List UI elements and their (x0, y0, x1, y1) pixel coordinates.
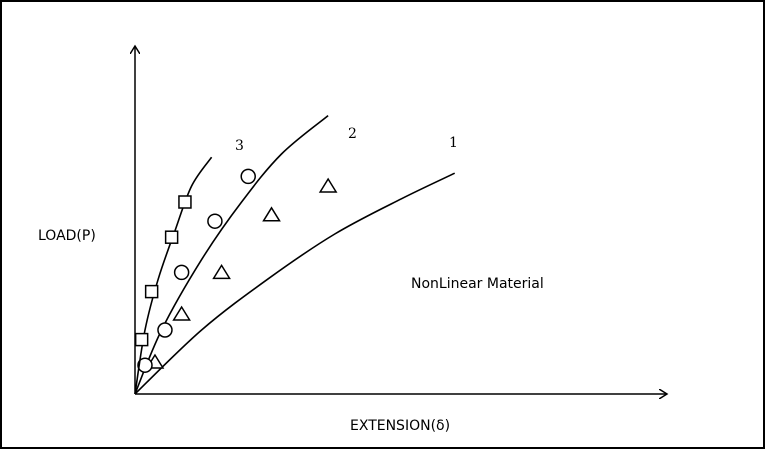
series-2-point-1 (157, 322, 173, 338)
series-1-point-1 (172, 305, 191, 321)
series-1 (134, 172, 456, 395)
curve-label-2: 2 (348, 126, 357, 142)
series-3-point-1 (144, 284, 159, 299)
series-3-point-0 (134, 332, 149, 347)
series-1-point-2 (212, 263, 231, 280)
series-1-point-4 (318, 177, 338, 193)
annotation-text: NonLinear Material (411, 276, 544, 292)
series-1-line (134, 172, 456, 395)
x-axis-label: EXTENSION(δ) (350, 418, 450, 434)
series-2-point-2 (173, 264, 190, 281)
curve-label-3: 3 (235, 138, 244, 154)
y-axis-label: LOAD(P) (38, 228, 96, 244)
series-2-line (134, 114, 329, 395)
series-3 (134, 156, 213, 395)
series-layer (134, 114, 456, 395)
series-2-point-3 (207, 213, 223, 229)
series-3-point-3 (178, 195, 192, 209)
series-3-point-2 (164, 230, 179, 244)
series-2-point-0 (137, 357, 153, 373)
series-2 (134, 114, 329, 395)
series-1-point-3 (262, 206, 281, 222)
curve-label-1: 1 (449, 135, 458, 151)
series-2-point-4 (240, 168, 256, 185)
